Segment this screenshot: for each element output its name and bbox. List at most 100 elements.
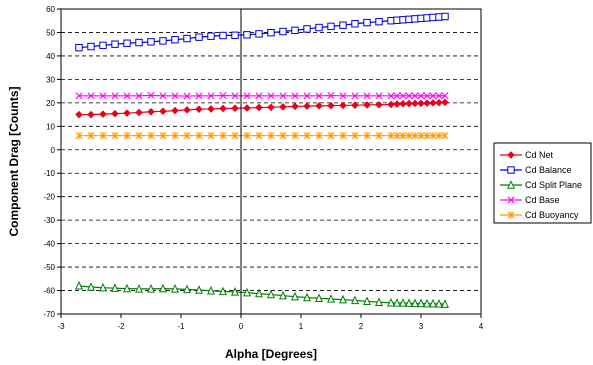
data-point-cd-balance xyxy=(207,32,215,40)
data-point-cd-split-plane xyxy=(183,284,191,294)
legend-item-cd-base: Cd Base xyxy=(500,195,560,205)
data-point-cd-net xyxy=(99,110,107,118)
data-point-cd-split-plane xyxy=(423,298,431,308)
data-point-cd-split-plane xyxy=(87,282,95,291)
data-point-cd-base xyxy=(291,92,299,100)
data-point-cd-split-plane xyxy=(339,294,347,304)
data-point-cd-balance xyxy=(393,16,401,24)
y-tick-label: -70 xyxy=(43,310,55,319)
data-point-cd-base xyxy=(255,92,263,100)
series-line-cd-base xyxy=(79,94,445,97)
legend-label: Cd Base xyxy=(525,195,560,205)
series-cd-base xyxy=(75,91,449,100)
legend-swatch-marker xyxy=(507,196,515,204)
data-point-cd-net xyxy=(195,105,203,113)
y-tick-label: 10 xyxy=(46,122,55,131)
data-point-cd-buoyancy xyxy=(99,131,107,140)
data-point-cd-buoyancy xyxy=(303,131,311,140)
data-point-cd-split-plane xyxy=(375,297,383,306)
data-point-cd-net xyxy=(387,100,395,109)
x-tick-label: 0 xyxy=(239,322,244,331)
data-point-cd-split-plane xyxy=(171,284,179,293)
data-point-cd-net xyxy=(243,104,251,112)
data-point-cd-buoyancy xyxy=(441,131,449,140)
data-point-cd-split-plane xyxy=(111,283,119,292)
data-point-cd-base xyxy=(267,92,275,100)
data-point-cd-net xyxy=(219,104,227,113)
data-point-cd-balance xyxy=(399,16,407,24)
x-tick-label: -1 xyxy=(177,322,185,331)
y-tick-label: 50 xyxy=(46,28,55,37)
data-point-cd-buoyancy xyxy=(399,131,407,140)
data-point-cd-buoyancy xyxy=(417,131,425,140)
x-tick-label: -2 xyxy=(117,322,125,331)
data-point-cd-net xyxy=(375,100,383,109)
data-point-cd-split-plane xyxy=(99,282,107,292)
legend-swatch-marker xyxy=(507,151,515,159)
data-point-cd-split-plane xyxy=(387,297,395,307)
legend: Cd Net Cd Balance Cd Split Plane Cd Base Cd … xyxy=(493,142,592,224)
data-point-cd-split-plane xyxy=(219,286,227,296)
y-tick-label: 20 xyxy=(46,99,55,108)
data-point-cd-split-plane xyxy=(123,283,131,293)
data-point-cd-buoyancy xyxy=(195,131,203,140)
x-tick-label: 3 xyxy=(419,322,424,331)
data-point-cd-balance xyxy=(267,28,275,37)
data-point-cd-base xyxy=(351,92,359,100)
data-point-cd-net xyxy=(123,109,131,117)
data-point-cd-base xyxy=(315,92,323,100)
data-point-cd-net xyxy=(87,110,95,119)
data-point-cd-buoyancy xyxy=(327,131,335,140)
legend-label: Cd Buoyancy xyxy=(525,210,579,220)
plot-frame xyxy=(60,8,482,315)
data-point-cd-balance xyxy=(411,15,419,23)
data-point-cd-balance xyxy=(375,17,383,26)
data-point-cd-split-plane xyxy=(279,290,287,300)
data-point-cd-base xyxy=(435,92,443,100)
data-point-cd-net xyxy=(393,100,401,108)
data-point-cd-split-plane xyxy=(435,299,443,308)
data-point-cd-split-plane xyxy=(411,298,419,308)
data-point-cd-balance xyxy=(183,34,191,43)
x-tick-label: -3 xyxy=(57,322,65,331)
data-point-cd-base xyxy=(207,92,215,100)
data-point-cd-net xyxy=(279,103,287,111)
data-point-cd-balance xyxy=(87,42,95,51)
legend-swatch-marker xyxy=(507,180,515,189)
data-point-cd-net xyxy=(417,99,425,108)
data-point-cd-split-plane xyxy=(267,289,275,299)
data-point-cd-balance xyxy=(75,44,83,52)
data-point-cd-split-plane xyxy=(441,299,449,308)
data-point-cd-net xyxy=(111,109,119,118)
data-point-cd-buoyancy xyxy=(255,131,263,140)
data-point-cd-split-plane xyxy=(147,284,155,293)
data-point-cd-split-plane xyxy=(135,284,143,293)
data-point-cd-base xyxy=(429,92,437,100)
data-point-cd-balance xyxy=(111,40,119,48)
x-axis-title: Alpha [Degrees] xyxy=(225,347,317,361)
data-point-cd-base xyxy=(423,92,431,100)
data-point-cd-net xyxy=(399,100,407,108)
data-point-cd-net xyxy=(435,98,443,107)
data-point-cd-net xyxy=(363,101,371,109)
data-point-cd-balance xyxy=(315,23,323,32)
legend-label: Cd Balance xyxy=(525,165,572,175)
data-point-cd-balance xyxy=(405,15,413,24)
data-point-cd-split-plane xyxy=(393,298,401,307)
legend-item-cd-buoyancy: Cd Buoyancy xyxy=(500,210,579,220)
data-point-cd-buoyancy xyxy=(339,131,347,140)
legend-item-cd-balance: Cd Balance xyxy=(500,165,572,175)
data-point-cd-buoyancy xyxy=(279,131,287,140)
data-point-cd-net xyxy=(171,106,179,115)
data-point-cd-base xyxy=(75,92,83,100)
data-point-cd-split-plane xyxy=(405,298,413,307)
data-point-cd-buoyancy xyxy=(135,131,143,140)
data-point-cd-net xyxy=(231,104,239,113)
data-point-cd-buoyancy xyxy=(429,131,437,140)
data-point-cd-balance xyxy=(291,26,299,35)
data-point-cd-split-plane xyxy=(327,294,335,303)
data-point-cd-net xyxy=(183,106,191,114)
data-point-cd-balance xyxy=(435,13,443,21)
data-point-cd-base xyxy=(243,92,251,100)
data-point-cd-base xyxy=(147,91,155,99)
